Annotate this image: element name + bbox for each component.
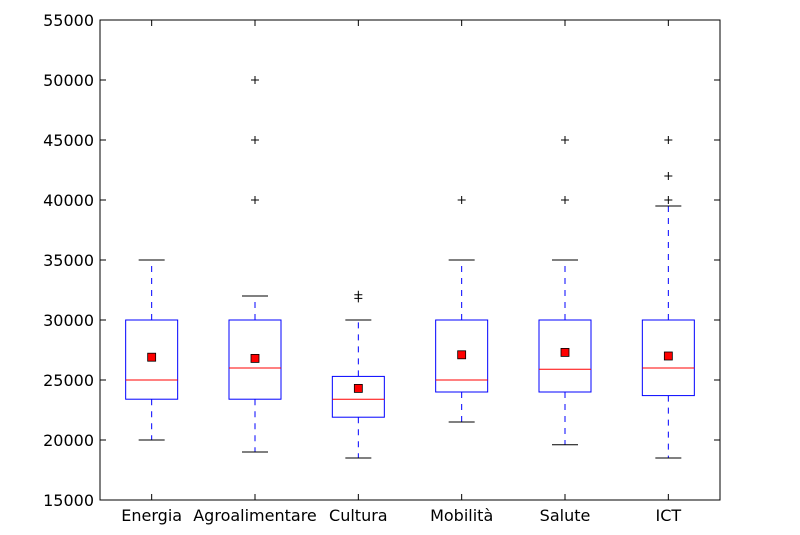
x-tick-label: Cultura xyxy=(329,506,388,525)
y-tick-label: 20000 xyxy=(43,431,94,450)
mean-marker xyxy=(147,352,157,362)
outlier-marker xyxy=(251,196,259,204)
y-tick-label: 25000 xyxy=(43,371,94,390)
x-axis: Energia Agroalimentare Cultura Mobilità Salu… xyxy=(121,20,681,525)
outlier-marker xyxy=(561,196,569,204)
mean-marker xyxy=(353,383,363,393)
y-tick-label: 40000 xyxy=(43,191,94,210)
outlier-marker xyxy=(251,76,259,84)
x-tick-label: Mobilità xyxy=(430,506,493,525)
y-tick-label: 55000 xyxy=(43,11,94,30)
mean-marker xyxy=(457,350,467,360)
x-tick-label: Agroalimentare xyxy=(193,506,317,525)
outlier-marker xyxy=(354,290,363,299)
mean-marker xyxy=(250,353,260,363)
outlier-marker xyxy=(664,136,673,144)
box-group xyxy=(641,136,695,459)
outlier-marker xyxy=(664,172,673,180)
x-tick-label: Energia xyxy=(121,506,182,525)
axes-frame xyxy=(99,19,721,501)
y-axis: 15000 20000 25000 30000 35000 40000 45000 50000… xyxy=(43,11,720,510)
plot-area xyxy=(125,76,695,459)
mean-marker xyxy=(560,347,570,357)
iqr-box xyxy=(641,319,695,397)
outlier-marker xyxy=(251,136,259,144)
box-group xyxy=(125,259,179,441)
y-tick-label: 50000 xyxy=(43,71,94,90)
outlier-marker xyxy=(561,136,569,144)
y-tick-label: 35000 xyxy=(43,251,94,270)
iqr-box xyxy=(228,319,282,400)
mean-marker xyxy=(663,351,673,361)
iqr-box xyxy=(125,319,179,400)
x-tick-label: ICT xyxy=(655,506,681,525)
iqr-box xyxy=(435,319,489,393)
iqr-box xyxy=(331,375,385,418)
y-tick-label: 45000 xyxy=(43,131,94,150)
y-tick-label: 30000 xyxy=(43,311,94,330)
box-group xyxy=(228,76,282,453)
box-group xyxy=(538,136,592,446)
x-tick-label: Salute xyxy=(540,506,591,525)
outlier-marker xyxy=(457,196,466,204)
box-group xyxy=(331,290,385,459)
box-group xyxy=(435,196,489,423)
outlier-marker xyxy=(664,196,673,204)
y-tick-label: 15000 xyxy=(43,491,94,510)
iqr-box xyxy=(538,319,592,393)
